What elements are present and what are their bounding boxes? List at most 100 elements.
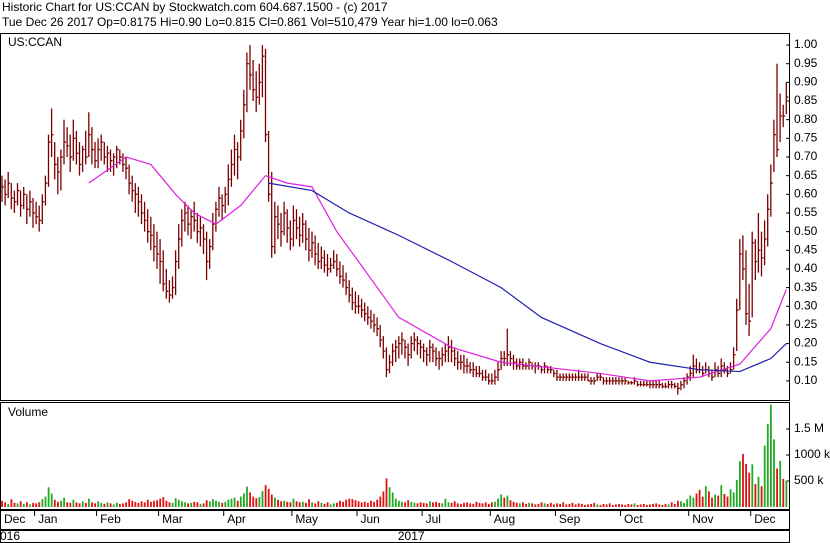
volume-bar [184, 502, 186, 507]
volume-bar [404, 502, 406, 507]
volume-bar [627, 503, 630, 507]
volume-bar [140, 501, 143, 507]
year-label: 2017 [398, 529, 425, 543]
volume-bar [295, 501, 298, 507]
volume-bar [661, 504, 664, 507]
x-tick-label: Jun [361, 512, 380, 526]
volume-bar [360, 502, 363, 507]
y-tick-label: 0.85 [794, 93, 818, 107]
x-tick-label: Feb [100, 512, 121, 526]
volume-bar [69, 502, 72, 507]
volume-bar [357, 501, 360, 507]
volume-bar [720, 485, 723, 507]
volume-bar [649, 504, 651, 507]
y-tick-label: 0.95 [794, 56, 818, 70]
volume-bar [469, 503, 472, 507]
volume-bar [618, 503, 620, 507]
symbol-label: US:CCAN [8, 35, 62, 49]
volume-bar [460, 503, 462, 507]
volume-bar [763, 445, 766, 507]
volume-bar [630, 504, 633, 507]
volume-bar [336, 502, 338, 507]
volume-bar [577, 503, 580, 507]
volume-bar [729, 489, 732, 507]
y2-tick-label: 1.5 M [794, 421, 824, 435]
volume-bar [50, 493, 53, 507]
volume-label: Volume [8, 405, 48, 419]
x-tick-label: Jan [38, 512, 57, 526]
volume-bar [757, 476, 760, 507]
volume-bar [162, 497, 165, 507]
volume-bar [187, 503, 189, 507]
volume-bar [522, 502, 524, 507]
volume-bar [317, 501, 320, 507]
volume-bar [354, 500, 357, 507]
volume-bar [199, 503, 202, 507]
volume-bar [782, 478, 785, 507]
volume-bar [658, 504, 661, 507]
y-tick-label: 0.35 [794, 280, 818, 294]
volume-bar [708, 491, 710, 507]
volume-bar [444, 498, 447, 507]
volume-bar [267, 488, 270, 507]
volume-bar [4, 502, 7, 507]
year-label: 016 [0, 529, 20, 543]
volume-bar [351, 499, 354, 507]
volume-bar [432, 502, 434, 507]
volume-bar [137, 502, 140, 507]
volume-bar [41, 499, 44, 507]
volume-bar [16, 503, 19, 507]
volume-bar [525, 503, 527, 507]
volume-bar [624, 504, 627, 507]
volume-bar [540, 502, 543, 507]
volume-bar [472, 503, 475, 507]
volume-bar [531, 503, 534, 507]
volume-bar [714, 494, 716, 507]
volume-bar [370, 500, 372, 507]
volume-bar [156, 500, 158, 507]
volume-bar [125, 502, 127, 507]
volume-bar [329, 504, 332, 507]
volume-bar [57, 501, 59, 507]
moving-average [88, 156, 787, 382]
volume-bar [193, 501, 196, 507]
volume-bar [534, 504, 537, 507]
volume-bar [580, 503, 583, 507]
volume-bar [512, 501, 515, 507]
volume-bar [252, 496, 255, 507]
volume-bar [177, 499, 180, 507]
volume-bar [239, 496, 242, 507]
volume-bar [94, 503, 96, 507]
volume-bar [401, 501, 403, 507]
volume-bar [243, 493, 245, 507]
volume-bar [66, 502, 69, 507]
volume-bar [407, 500, 410, 507]
volume-bar [425, 503, 428, 507]
volume-bar [60, 500, 62, 507]
volume-bar [698, 489, 701, 507]
volume-bar [29, 504, 31, 507]
volume-bar [376, 499, 379, 507]
volume-bar [81, 501, 84, 507]
volume-bar [739, 461, 741, 507]
volume-bar [546, 503, 549, 507]
volume-bar [543, 503, 546, 507]
volume-bar [711, 497, 713, 507]
volume-bar [785, 480, 788, 507]
volume-bar [44, 496, 47, 507]
volume-bar [751, 464, 754, 507]
volume-bar [549, 502, 552, 507]
volume-bar [587, 504, 589, 507]
volume-bar [171, 502, 174, 507]
y-tick-label: 0.30 [794, 298, 818, 312]
volume-bar [385, 478, 388, 507]
x-tick-label: Apr [227, 512, 246, 526]
volume-bar [494, 501, 496, 507]
volume-bar [686, 499, 689, 507]
volume-bar [10, 499, 13, 507]
volume-bar [78, 503, 81, 507]
y-tick-label: 0.40 [794, 261, 818, 275]
x-tick-label: Nov [692, 512, 713, 526]
volume-bar [150, 501, 152, 507]
